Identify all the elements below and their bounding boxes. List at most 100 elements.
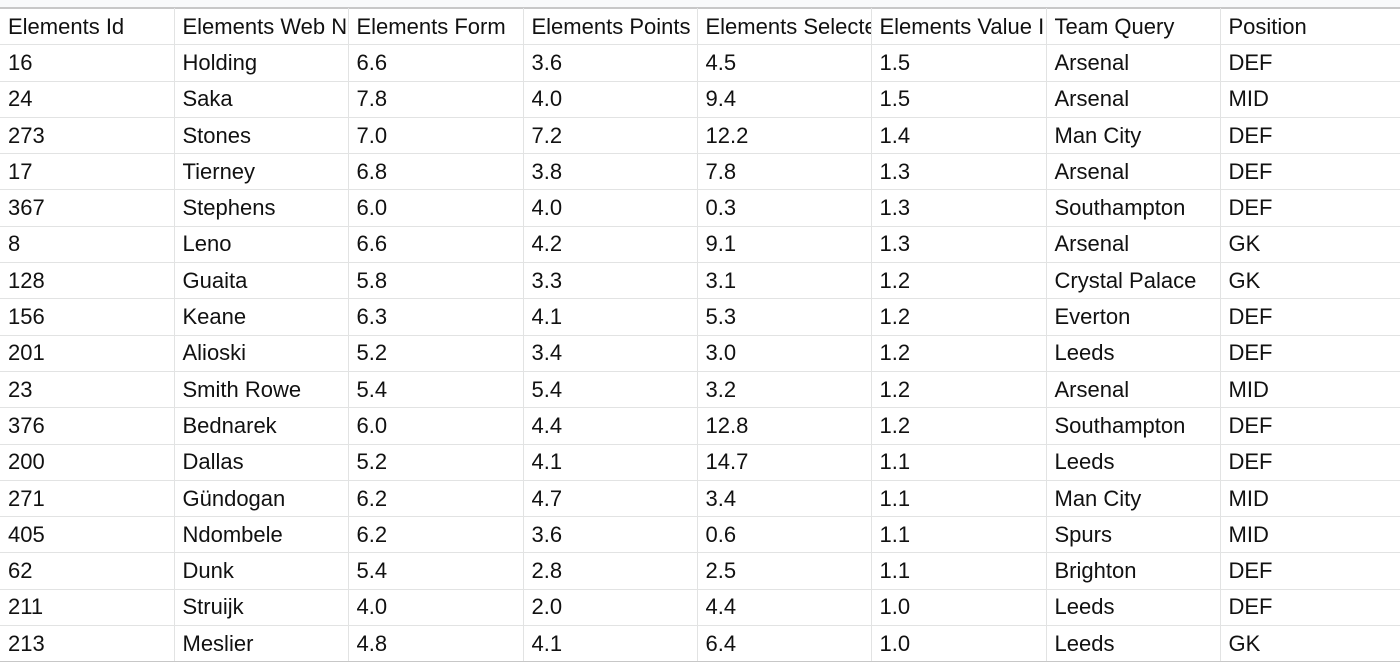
table-cell[interactable]: 5.4: [347, 552, 524, 590]
table-cell[interactable]: 4.0: [522, 80, 698, 118]
table-cell[interactable]: 1.0: [870, 588, 1047, 627]
table-cell[interactable]: Arsenal: [1045, 225, 1221, 264]
table-cell[interactable]: 12.8: [696, 407, 872, 445]
table-cell[interactable]: DEF: [1219, 334, 1400, 372]
table-cell[interactable]: MID: [1219, 370, 1400, 409]
table-cell[interactable]: Arsenal: [1045, 44, 1221, 82]
table-cell[interactable]: 213: [0, 625, 175, 662]
table-cell[interactable]: Alioski: [173, 334, 349, 372]
table-cell[interactable]: MID: [1219, 479, 1400, 518]
table-cell[interactable]: Arsenal: [1045, 370, 1221, 409]
table-cell[interactable]: 24: [0, 80, 175, 118]
column-header-cell[interactable]: Elements Id: [0, 7, 175, 46]
table-cell[interactable]: DEF: [1219, 153, 1400, 191]
table-cell[interactable]: Smith Rowe: [173, 370, 349, 409]
table-cell[interactable]: Ndombele: [173, 516, 349, 554]
table-cell[interactable]: 1.1: [870, 443, 1047, 481]
table-cell[interactable]: 5.3: [696, 298, 872, 336]
table-cell[interactable]: MID: [1219, 80, 1400, 118]
table-cell[interactable]: 376: [0, 407, 175, 445]
table-cell[interactable]: 3.2: [696, 370, 872, 409]
table-cell[interactable]: Man City: [1045, 479, 1221, 518]
table-cell[interactable]: 6.3: [347, 298, 524, 336]
table-cell[interactable]: 3.6: [522, 44, 698, 82]
table-cell[interactable]: 8: [0, 225, 175, 264]
table-cell[interactable]: 128: [0, 262, 175, 300]
table-cell[interactable]: 9.4: [696, 80, 872, 118]
table-cell[interactable]: 2.5: [696, 552, 872, 590]
table-cell[interactable]: 6.4: [696, 625, 872, 662]
table-cell[interactable]: Arsenal: [1045, 153, 1221, 191]
column-header-cell[interactable]: Elements Web N: [173, 7, 349, 46]
table-cell[interactable]: Brighton: [1045, 552, 1221, 590]
table-cell[interactable]: 4.1: [522, 625, 698, 662]
table-cell[interactable]: 12.2: [696, 116, 872, 155]
table-cell[interactable]: 4.1: [522, 443, 698, 481]
table-cell[interactable]: 3.4: [522, 334, 698, 372]
column-header-cell[interactable]: Elements Form: [347, 7, 524, 46]
table-cell[interactable]: Bednarek: [173, 407, 349, 445]
column-header-cell[interactable]: Elements Selecte: [696, 7, 872, 46]
table-cell[interactable]: 1.2: [870, 370, 1047, 409]
table-cell[interactable]: Stones: [173, 116, 349, 155]
table-cell[interactable]: Tierney: [173, 153, 349, 191]
table-cell[interactable]: 3.0: [696, 334, 872, 372]
table-cell[interactable]: 156: [0, 298, 175, 336]
table-cell[interactable]: 6.2: [347, 479, 524, 518]
table-cell[interactable]: Leno: [173, 225, 349, 264]
table-cell[interactable]: 4.0: [347, 588, 524, 627]
table-cell[interactable]: DEF: [1219, 116, 1400, 155]
table-cell[interactable]: 6.0: [347, 189, 524, 227]
table-cell[interactable]: Guaita: [173, 262, 349, 300]
table-cell[interactable]: 1.5: [870, 44, 1047, 82]
table-cell[interactable]: Man City: [1045, 116, 1221, 155]
table-cell[interactable]: Stephens: [173, 189, 349, 227]
table-cell[interactable]: 6.0: [347, 407, 524, 445]
table-cell[interactable]: 0.3: [696, 189, 872, 227]
table-cell[interactable]: 2.8: [522, 552, 698, 590]
table-cell[interactable]: 1.4: [870, 116, 1047, 155]
table-cell[interactable]: Southampton: [1045, 189, 1221, 227]
table-cell[interactable]: 2.0: [522, 588, 698, 627]
table-cell[interactable]: 7.8: [347, 80, 524, 118]
table-cell[interactable]: 14.7: [696, 443, 872, 481]
table-cell[interactable]: 5.2: [347, 334, 524, 372]
table-cell[interactable]: 1.5: [870, 80, 1047, 118]
column-header-cell[interactable]: Elements Points: [522, 7, 698, 46]
table-cell[interactable]: 7.2: [522, 116, 698, 155]
column-header-cell[interactable]: Elements Value I: [870, 7, 1047, 46]
table-cell[interactable]: Everton: [1045, 298, 1221, 336]
column-header-cell[interactable]: Team Query: [1045, 7, 1221, 46]
table-cell[interactable]: DEF: [1219, 443, 1400, 481]
table-cell[interactable]: 5.2: [347, 443, 524, 481]
table-cell[interactable]: Leeds: [1045, 443, 1221, 481]
table-cell[interactable]: DEF: [1219, 44, 1400, 82]
table-cell[interactable]: 17: [0, 153, 175, 191]
table-cell[interactable]: Dallas: [173, 443, 349, 481]
table-cell[interactable]: 1.2: [870, 298, 1047, 336]
table-cell[interactable]: Holding: [173, 44, 349, 82]
table-cell[interactable]: 1.0: [870, 625, 1047, 662]
table-cell[interactable]: 0.6: [696, 516, 872, 554]
table-cell[interactable]: Gündogan: [173, 479, 349, 518]
table-cell[interactable]: Leeds: [1045, 334, 1221, 372]
table-cell[interactable]: 9.1: [696, 225, 872, 264]
table-cell[interactable]: 1.3: [870, 189, 1047, 227]
table-cell[interactable]: 273: [0, 116, 175, 155]
table-cell[interactable]: MID: [1219, 516, 1400, 554]
table-cell[interactable]: 62: [0, 552, 175, 590]
table-cell[interactable]: 4.0: [522, 189, 698, 227]
table-cell[interactable]: 3.4: [696, 479, 872, 518]
table-cell[interactable]: 1.2: [870, 262, 1047, 300]
table-cell[interactable]: 4.2: [522, 225, 698, 264]
table-cell[interactable]: 7.0: [347, 116, 524, 155]
table-cell[interactable]: 1.1: [870, 479, 1047, 518]
table-cell[interactable]: DEF: [1219, 588, 1400, 627]
table-cell[interactable]: Struijk: [173, 588, 349, 627]
table-cell[interactable]: 1.1: [870, 516, 1047, 554]
table-cell[interactable]: 5.4: [522, 370, 698, 409]
table-cell[interactable]: 1.2: [870, 334, 1047, 372]
table-cell[interactable]: 200: [0, 443, 175, 481]
table-cell[interactable]: 1.2: [870, 407, 1047, 445]
table-cell[interactable]: 6.6: [347, 44, 524, 82]
